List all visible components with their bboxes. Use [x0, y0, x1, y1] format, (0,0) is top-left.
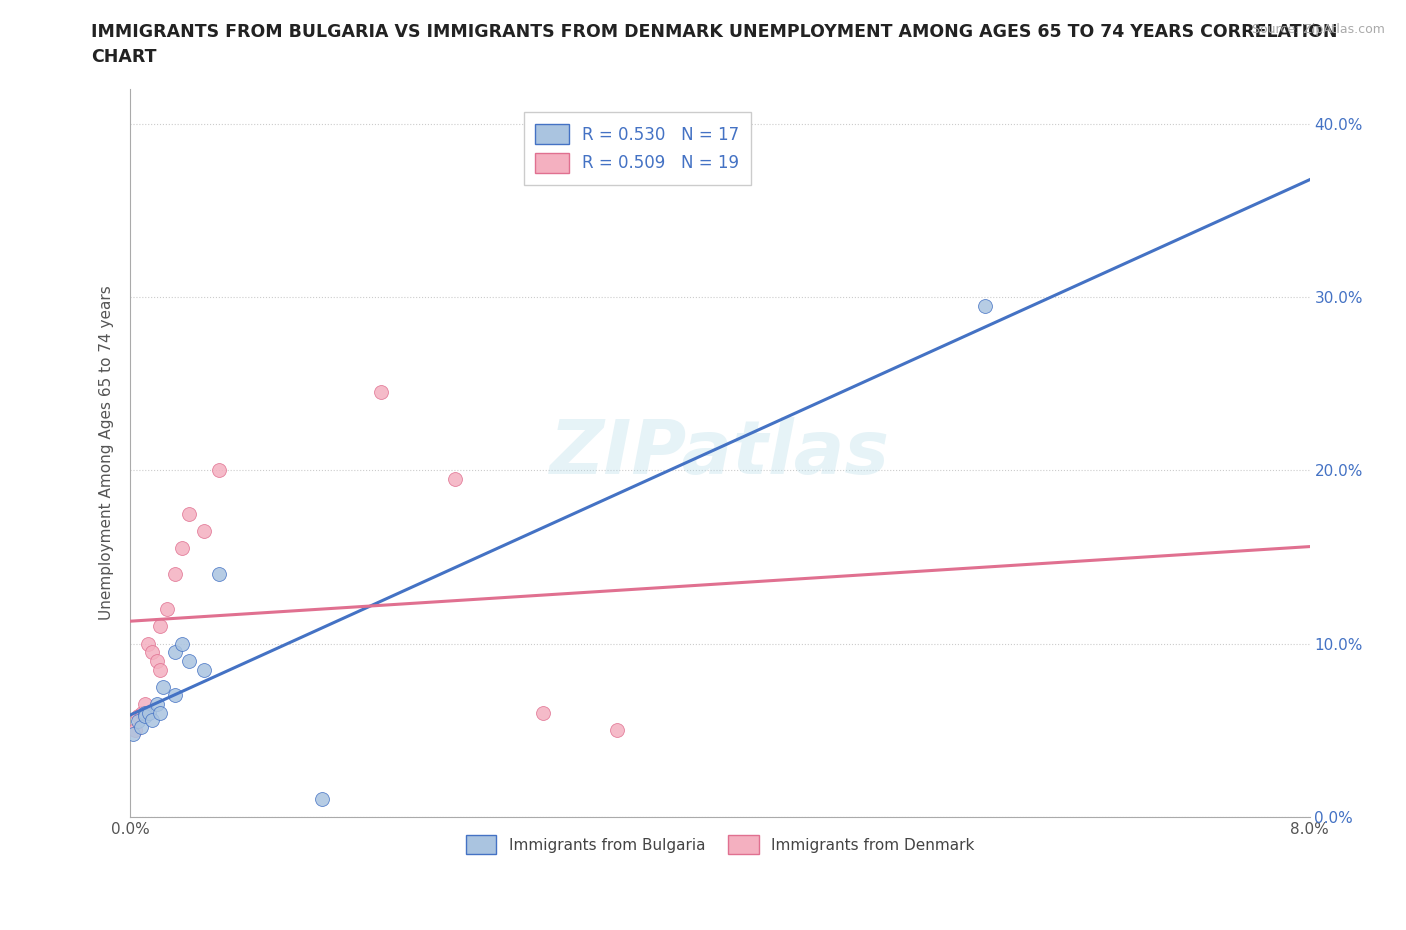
Point	[163, 644, 186, 659]
Point	[129, 719, 152, 734]
Point	[127, 714, 149, 729]
Point	[370, 385, 392, 400]
Point	[146, 654, 169, 669]
Point	[141, 712, 163, 727]
Point	[193, 524, 215, 538]
Point	[134, 705, 156, 720]
Point	[606, 723, 628, 737]
Point	[146, 697, 169, 711]
Point	[134, 697, 156, 711]
Text: CHART: CHART	[91, 48, 157, 66]
Point	[136, 636, 159, 651]
Text: IMMIGRANTS FROM BULGARIA VS IMMIGRANTS FROM DENMARK UNEMPLOYMENT AMONG AGES 65 T: IMMIGRANTS FROM BULGARIA VS IMMIGRANTS F…	[91, 23, 1339, 41]
Point	[138, 705, 160, 720]
Point	[149, 662, 172, 677]
Y-axis label: Unemployment Among Ages 65 to 74 years: Unemployment Among Ages 65 to 74 years	[100, 286, 114, 620]
Legend: Immigrants from Bulgaria, Immigrants from Denmark: Immigrants from Bulgaria, Immigrants fro…	[460, 830, 980, 860]
Point	[443, 472, 465, 486]
Point	[170, 541, 193, 556]
Text: Source: ZipAtlas.com: Source: ZipAtlas.com	[1251, 23, 1385, 36]
Point	[170, 636, 193, 651]
Point	[134, 709, 156, 724]
Point	[141, 644, 163, 659]
Point	[156, 602, 179, 617]
Text: ZIPatlas: ZIPatlas	[550, 417, 890, 489]
Point	[163, 566, 186, 581]
Point	[149, 705, 172, 720]
Point	[208, 566, 231, 581]
Point	[179, 654, 201, 669]
Point	[179, 506, 201, 521]
Point	[208, 463, 231, 478]
Point	[127, 709, 149, 724]
Point	[311, 792, 333, 807]
Point	[531, 705, 554, 720]
Point	[193, 662, 215, 677]
Point	[122, 726, 145, 741]
Point	[163, 688, 186, 703]
Point	[974, 299, 997, 313]
Point	[131, 705, 153, 720]
Point	[124, 723, 146, 737]
Point	[152, 680, 174, 695]
Point	[149, 618, 172, 633]
